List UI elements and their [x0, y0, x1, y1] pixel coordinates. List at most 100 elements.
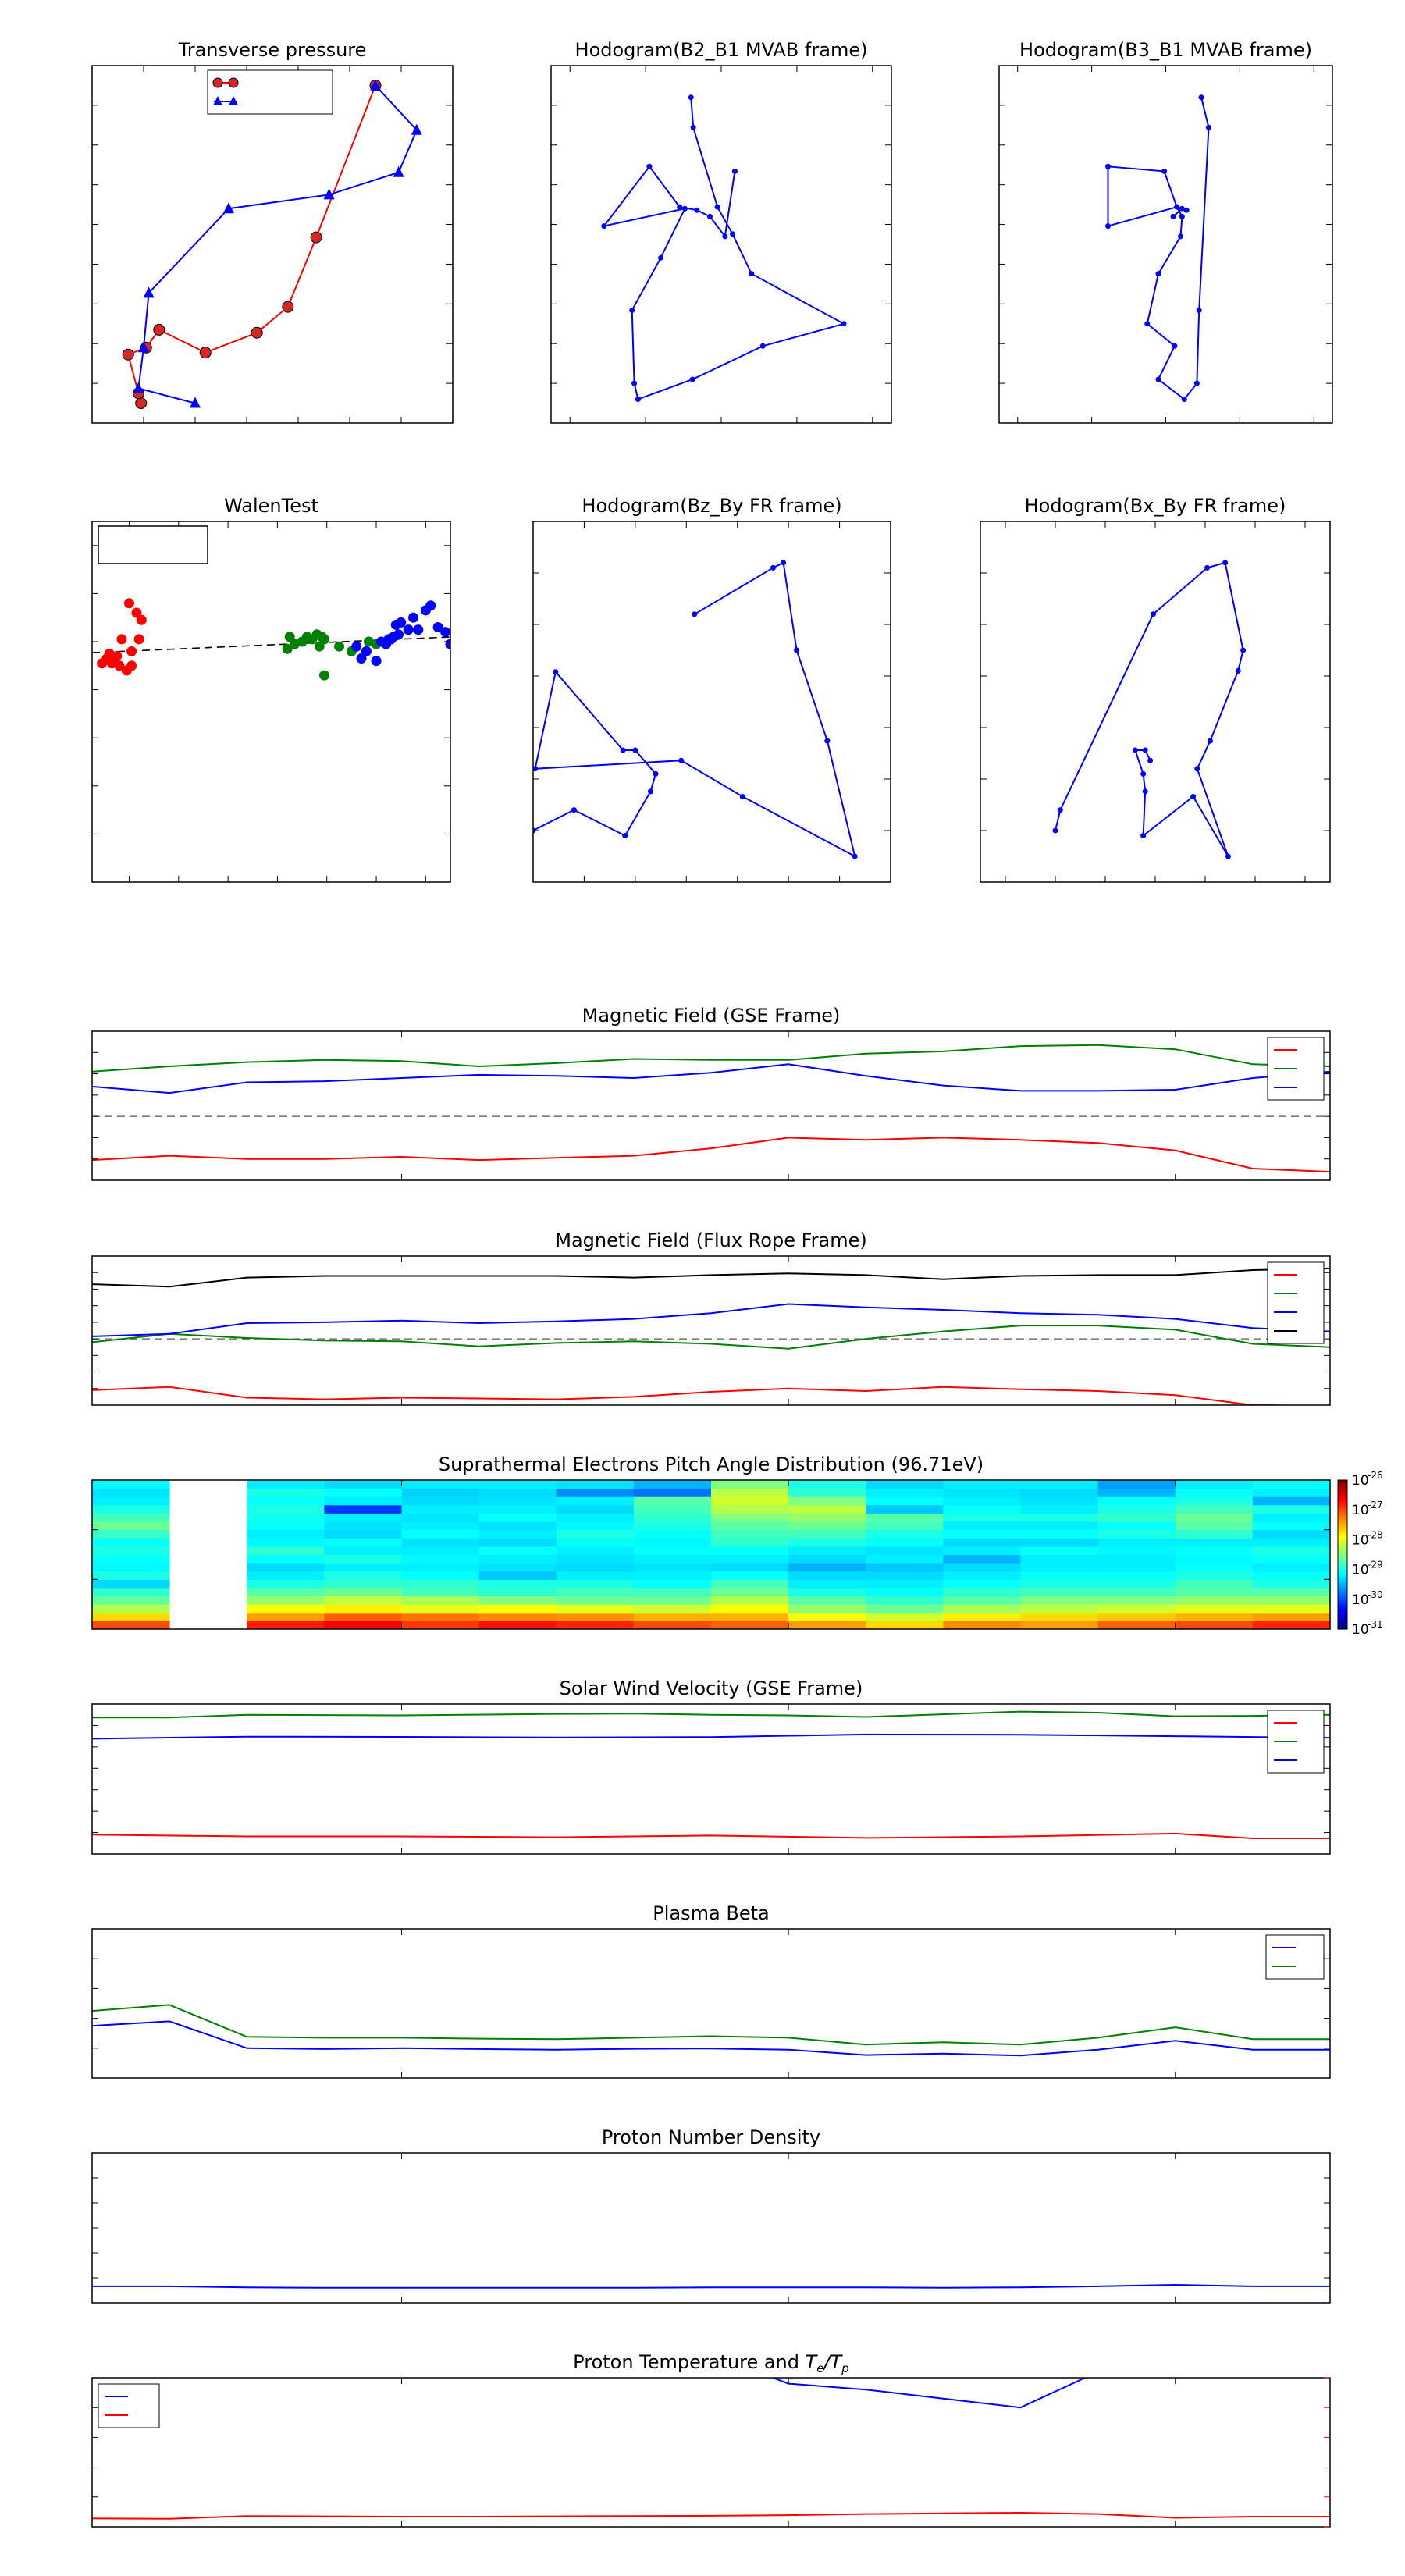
series-line-1 [92, 1710, 1330, 1719]
colorbar-exponent: -31 [1368, 1619, 1383, 1630]
colorbar-segment [1338, 1578, 1347, 1581]
colorbar-segment [1338, 1497, 1347, 1500]
colorbar-segment [1338, 1510, 1347, 1512]
data-point [646, 163, 653, 169]
heatmap-cell [401, 1596, 480, 1605]
data-point [635, 396, 641, 402]
heatmap-cell [866, 1488, 944, 1497]
chart-hbx: Hodogram(Bx_By FR frame) [980, 495, 1331, 883]
heatmap-cell [711, 1488, 789, 1497]
heatmap-cell [401, 1587, 480, 1597]
heatmap-cell [92, 1480, 170, 1489]
heatmap-cell [633, 1529, 712, 1539]
legend-box [1265, 1934, 1325, 1980]
colorbar-segment [1338, 1593, 1347, 1596]
heatmap-cell [92, 1612, 170, 1621]
heatmap-cell [1175, 1546, 1254, 1555]
colorbar-segment [1338, 1620, 1347, 1623]
heatmap-cell [556, 1513, 635, 1522]
plot-area [92, 1044, 1330, 1173]
plot-frame [91, 521, 451, 883]
heatmap-cell [943, 1480, 1021, 1489]
heatmap-cell [1020, 1488, 1099, 1497]
data-point [1155, 376, 1161, 382]
data-point [631, 380, 638, 386]
heatmap-cell [711, 1521, 789, 1531]
data-point [440, 627, 450, 638]
data-point [1196, 307, 1202, 313]
colorbar-segment [1338, 1579, 1347, 1582]
colorbar-segment [1338, 1525, 1347, 1527]
heatmap-cell [324, 1488, 402, 1497]
data-point [190, 397, 201, 408]
data-point [533, 766, 539, 772]
data-point [1204, 564, 1211, 571]
colorbar-segment [1338, 1480, 1347, 1482]
heatmap-cell [866, 1587, 944, 1597]
heatmap-cell [711, 1579, 789, 1589]
heatmap-cell [92, 1604, 170, 1614]
heatmap-cell [247, 1538, 325, 1547]
heatmap-cell [633, 1504, 712, 1514]
data-point [1190, 793, 1197, 799]
colorbar-segment [1338, 1500, 1347, 1503]
colorbar-segment [1338, 1556, 1347, 1558]
chart-title: Hodogram(B3_B1 MVAB frame) [1019, 39, 1312, 61]
heatmap-cell [1020, 1546, 1099, 1555]
data-point [1150, 611, 1156, 617]
series-line-0 [92, 2020, 1330, 2057]
heatmap-cell [556, 1587, 635, 1597]
heatmap-cell [324, 1546, 402, 1555]
data-point [1172, 343, 1178, 349]
colorbar-segment [1338, 1617, 1347, 1620]
heatmap-cell [788, 1621, 866, 1629]
heatmap-cell [711, 1546, 789, 1555]
heatmap-cell [866, 1596, 944, 1605]
data-point [739, 793, 745, 799]
plot-frame [91, 1030, 1331, 1181]
chart-walen: WalenTest [91, 495, 451, 883]
data-point [1174, 204, 1180, 210]
heatmap-cell [1252, 1496, 1330, 1506]
data-point [199, 347, 212, 359]
data-point [553, 669, 559, 675]
data-point [390, 619, 401, 630]
heatmap-cell [866, 1496, 944, 1506]
data-point [314, 641, 325, 652]
plot-area [92, 598, 450, 681]
chart-hbz: Hodogram(Bz_By FR frame) [532, 495, 891, 883]
heatmap-cell [401, 1529, 480, 1539]
colorbar-segment [1338, 1608, 1347, 1610]
colorbar-segment [1338, 1503, 1347, 1507]
data-point [689, 376, 695, 382]
heatmap-cell [788, 1554, 866, 1564]
plot-area [1104, 94, 1212, 402]
legend-marker [228, 77, 239, 88]
heatmap-cell [478, 1480, 557, 1489]
heatmap-cell [1097, 1496, 1176, 1506]
heatmap-cell [633, 1621, 712, 1629]
data-point [131, 607, 142, 618]
heatmap-cell [711, 1504, 789, 1514]
colorbar-segment [1338, 1521, 1347, 1524]
colorbar-segment [1338, 1615, 1347, 1618]
data-point [371, 656, 382, 667]
colorbar-segment [1338, 1526, 1347, 1528]
colorbar-segment [1338, 1557, 1347, 1560]
data-point [284, 632, 295, 642]
plot-frame [91, 65, 454, 424]
heatmap-cell [324, 1496, 402, 1506]
heatmap-cell [92, 1554, 170, 1564]
heatmap-cell [1252, 1579, 1330, 1589]
heatmap-cell [1097, 1521, 1176, 1531]
colorbar-exponent: -26 [1368, 1470, 1383, 1481]
heatmap-cell [943, 1521, 1021, 1531]
plot-area [601, 94, 847, 402]
heatmap-cell [1020, 1612, 1099, 1621]
data-point [143, 286, 155, 298]
colorbar-segment [1338, 1611, 1347, 1614]
heatmap-cell [711, 1480, 789, 1489]
data-point [133, 382, 144, 393]
heatmap-cell [478, 1504, 557, 1514]
